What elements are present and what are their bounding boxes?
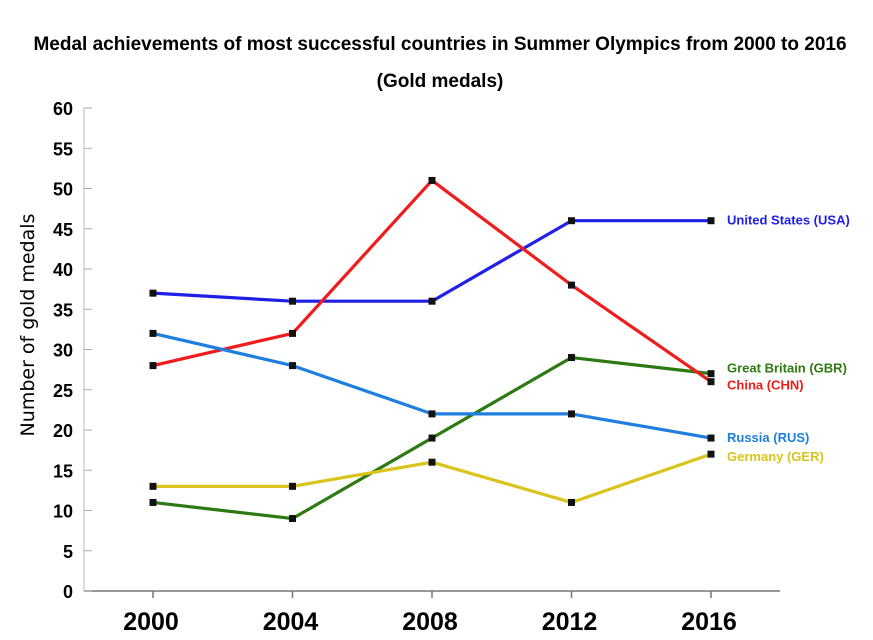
data-point	[568, 354, 575, 362]
chart-title: Medal achievements of most successful co…	[33, 34, 846, 55]
legend-label: China (CHN)	[727, 378, 804, 393]
y-axis-label: Number of gold medals	[17, 214, 39, 437]
data-point	[149, 498, 157, 506]
legend-label: Germany (GER)	[727, 449, 824, 464]
legend-label: United States (USA)	[727, 213, 850, 228]
series-line	[151, 331, 713, 440]
y-tick-label: 20	[53, 421, 73, 441]
data-point	[428, 297, 436, 305]
x-tick-label: 2004	[263, 608, 319, 636]
data-point	[428, 176, 436, 184]
data-point	[568, 217, 575, 225]
data-point	[707, 434, 715, 442]
data-point	[289, 482, 296, 490]
data-point	[289, 362, 296, 370]
y-tick-label: 55	[53, 139, 73, 159]
y-tick-label: 45	[53, 220, 73, 240]
data-point	[149, 329, 157, 337]
y-tick-label: 30	[53, 341, 73, 361]
y-tick-label: 15	[53, 461, 73, 481]
data-point	[428, 434, 436, 442]
data-point	[568, 498, 575, 506]
legend: United States (USA) Great Britain (GBR) Ch…	[727, 213, 850, 464]
data-point	[289, 329, 296, 337]
data-point	[149, 289, 157, 297]
data-point	[289, 515, 296, 523]
x-ticks: 2000 2004 2008 2012 2016	[123, 591, 737, 636]
data-point	[428, 458, 436, 466]
legend-label: Russia (RUS)	[727, 430, 809, 445]
x-tick-label: 2008	[402, 608, 458, 636]
data-point	[707, 217, 715, 225]
series-group	[149, 176, 715, 523]
data-point	[149, 482, 157, 490]
y-tick-label: 50	[53, 180, 73, 200]
data-point	[707, 378, 715, 386]
y-tick-label: 5	[63, 542, 73, 562]
data-point	[568, 281, 575, 289]
data-point	[289, 297, 296, 305]
data-point	[428, 410, 436, 418]
data-point	[707, 370, 715, 378]
data-point	[707, 450, 715, 458]
y-ticks: 0 5 10 15 20 25 30 35 40 45 50 55 60	[53, 99, 92, 602]
y-tick-label: 25	[53, 381, 73, 401]
x-tick-label: 2016	[681, 608, 737, 636]
data-point	[149, 362, 157, 370]
legend-label: Great Britain (GBR)	[727, 361, 847, 376]
y-tick-label: 40	[53, 260, 73, 280]
y-tick-label: 60	[53, 99, 73, 119]
y-tick-label: 0	[63, 582, 73, 602]
y-tick-label: 35	[53, 300, 73, 320]
y-tick-label: 10	[53, 502, 73, 522]
x-tick-label: 2000	[123, 608, 179, 636]
x-tick-label: 2012	[542, 608, 598, 636]
data-point	[568, 410, 575, 418]
series-line	[151, 219, 713, 303]
chart-subtitle: (Gold medals)	[377, 71, 504, 92]
